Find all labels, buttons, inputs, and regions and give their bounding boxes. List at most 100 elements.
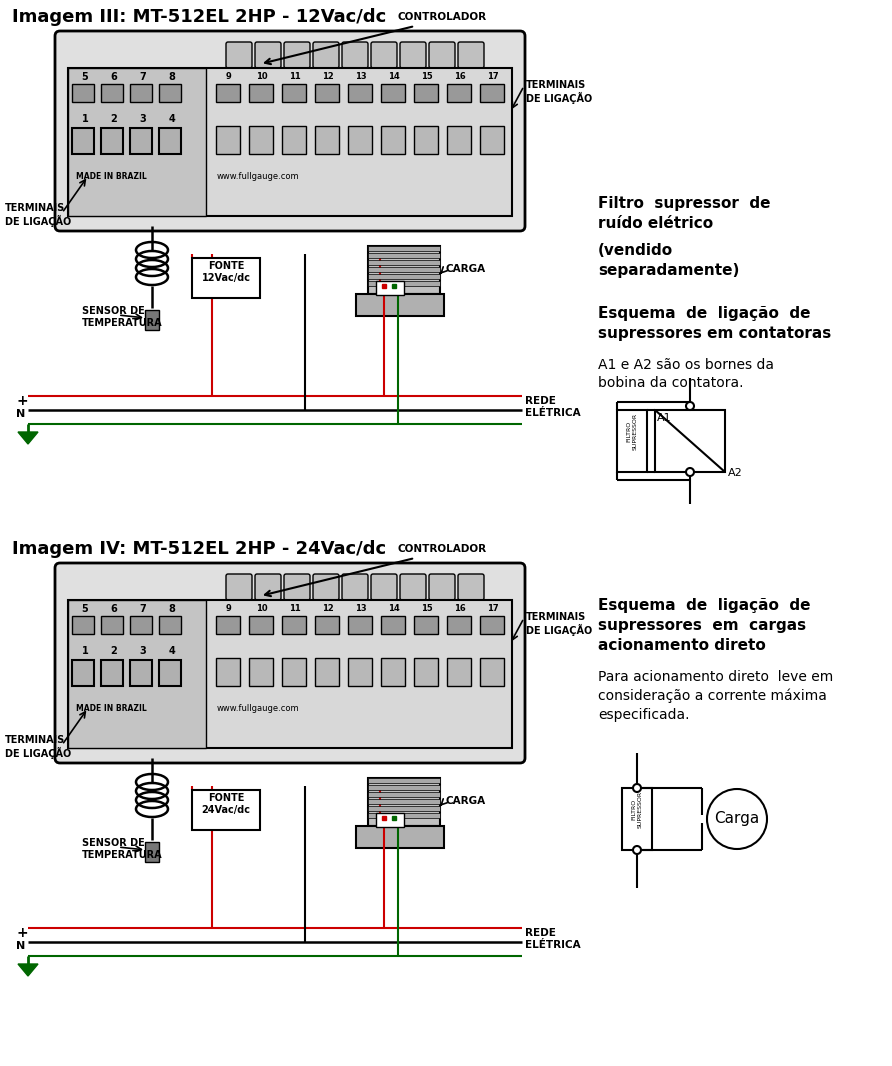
FancyBboxPatch shape xyxy=(371,42,397,68)
Bar xyxy=(414,658,438,687)
Circle shape xyxy=(633,846,641,854)
Bar xyxy=(216,84,240,102)
Text: 14: 14 xyxy=(388,604,400,613)
Text: 13: 13 xyxy=(355,72,367,81)
Bar xyxy=(282,658,306,687)
Bar xyxy=(315,84,339,102)
Circle shape xyxy=(686,468,694,477)
Bar xyxy=(368,813,440,818)
Bar xyxy=(348,658,372,687)
Bar xyxy=(130,616,152,634)
Text: SENSOR DE
TEMPERATURA: SENSOR DE TEMPERATURA xyxy=(82,838,162,859)
FancyBboxPatch shape xyxy=(255,574,281,600)
Text: www.fullgauge.com: www.fullgauge.com xyxy=(217,172,300,181)
FancyBboxPatch shape xyxy=(429,42,455,68)
Text: Esquema  de  ligação  de
supressores  em  cargas
acionamento direto: Esquema de ligação de supressores em car… xyxy=(598,598,811,652)
Bar xyxy=(480,84,504,102)
Bar xyxy=(192,258,260,298)
Bar xyxy=(368,800,440,804)
Bar xyxy=(368,274,440,279)
Bar xyxy=(376,281,404,295)
Text: 15: 15 xyxy=(421,72,433,81)
Bar xyxy=(216,616,240,634)
Bar xyxy=(368,260,440,265)
FancyBboxPatch shape xyxy=(458,42,484,68)
Text: CONTROLADOR: CONTROLADOR xyxy=(398,544,487,554)
Bar xyxy=(282,616,306,634)
Text: 5: 5 xyxy=(82,604,88,614)
FancyBboxPatch shape xyxy=(400,574,426,600)
Bar xyxy=(315,616,339,634)
Bar xyxy=(368,785,440,790)
FancyBboxPatch shape xyxy=(371,574,397,600)
Bar xyxy=(376,813,404,827)
Text: ruído elétrico: ruído elétrico xyxy=(598,216,713,231)
Text: 15: 15 xyxy=(421,604,433,613)
Bar xyxy=(72,660,94,687)
FancyBboxPatch shape xyxy=(55,31,525,231)
Text: 8: 8 xyxy=(169,72,176,82)
Text: 17: 17 xyxy=(487,604,499,613)
Bar xyxy=(480,616,504,634)
Text: 10: 10 xyxy=(256,72,268,81)
FancyBboxPatch shape xyxy=(55,563,525,763)
Bar xyxy=(130,128,152,154)
FancyBboxPatch shape xyxy=(313,574,339,600)
Text: Imagem IV: MT-512EL 2HP - 24Vac/dc: Imagem IV: MT-512EL 2HP - 24Vac/dc xyxy=(12,540,386,558)
Bar xyxy=(216,658,240,687)
Bar xyxy=(249,658,273,687)
Bar xyxy=(68,68,512,216)
Bar xyxy=(381,84,405,102)
Bar xyxy=(381,658,405,687)
FancyBboxPatch shape xyxy=(313,42,339,68)
Text: FILTRO
SUPRESSOR: FILTRO SUPRESSOR xyxy=(632,791,642,828)
Text: REDE
ELÉTRICA: REDE ELÉTRICA xyxy=(525,928,581,950)
Text: 8: 8 xyxy=(169,604,176,614)
Text: TERMINAIS
DE LIGAÇÃO: TERMINAIS DE LIGAÇÃO xyxy=(5,203,71,227)
Text: CARGA: CARGA xyxy=(445,796,485,806)
Bar xyxy=(348,616,372,634)
Text: 10: 10 xyxy=(256,604,268,613)
Bar xyxy=(249,126,273,154)
Text: MADE IN BRAZIL: MADE IN BRAZIL xyxy=(76,172,147,181)
Text: 4: 4 xyxy=(169,114,176,124)
Bar xyxy=(414,84,438,102)
Bar xyxy=(622,788,652,850)
Bar xyxy=(101,660,123,687)
Text: 5: 5 xyxy=(82,72,88,82)
Bar xyxy=(414,616,438,634)
Bar xyxy=(447,84,471,102)
Text: 14: 14 xyxy=(388,72,400,81)
Text: 13: 13 xyxy=(355,604,367,613)
Text: N: N xyxy=(16,409,25,419)
Text: 17: 17 xyxy=(487,72,499,81)
Circle shape xyxy=(686,402,694,410)
Bar xyxy=(381,616,405,634)
FancyBboxPatch shape xyxy=(255,42,281,68)
Text: CARGA: CARGA xyxy=(445,264,485,274)
Text: N: N xyxy=(16,941,25,951)
Bar xyxy=(414,126,438,154)
Bar xyxy=(72,128,94,154)
Bar xyxy=(130,84,152,102)
Bar xyxy=(282,126,306,154)
Text: (vendido
separadamente): (vendido separadamente) xyxy=(598,243,739,278)
Text: A2: A2 xyxy=(728,468,743,478)
Text: TERMINAIS
DE LIGAÇÃO: TERMINAIS DE LIGAÇÃO xyxy=(5,734,71,759)
Bar xyxy=(447,616,471,634)
Text: Imagem III: MT-512EL 2HP - 12Vac/dc: Imagem III: MT-512EL 2HP - 12Vac/dc xyxy=(12,9,386,26)
Bar xyxy=(368,792,440,797)
Bar xyxy=(145,310,159,330)
Text: +: + xyxy=(16,926,28,940)
Circle shape xyxy=(707,789,767,849)
FancyBboxPatch shape xyxy=(226,574,252,600)
Text: 7: 7 xyxy=(140,604,146,614)
Text: 16: 16 xyxy=(454,72,466,81)
Text: Esquema  de  ligação  de
supressores em contatoras: Esquema de ligação de supressores em con… xyxy=(598,306,831,341)
Bar xyxy=(368,246,440,294)
Text: 12: 12 xyxy=(322,72,334,81)
Text: REDE
ELÉTRICA: REDE ELÉTRICA xyxy=(525,395,581,418)
Text: 11: 11 xyxy=(289,72,301,81)
Bar xyxy=(368,266,440,272)
Text: SENSOR DE
TEMPERATURA: SENSOR DE TEMPERATURA xyxy=(82,306,162,327)
